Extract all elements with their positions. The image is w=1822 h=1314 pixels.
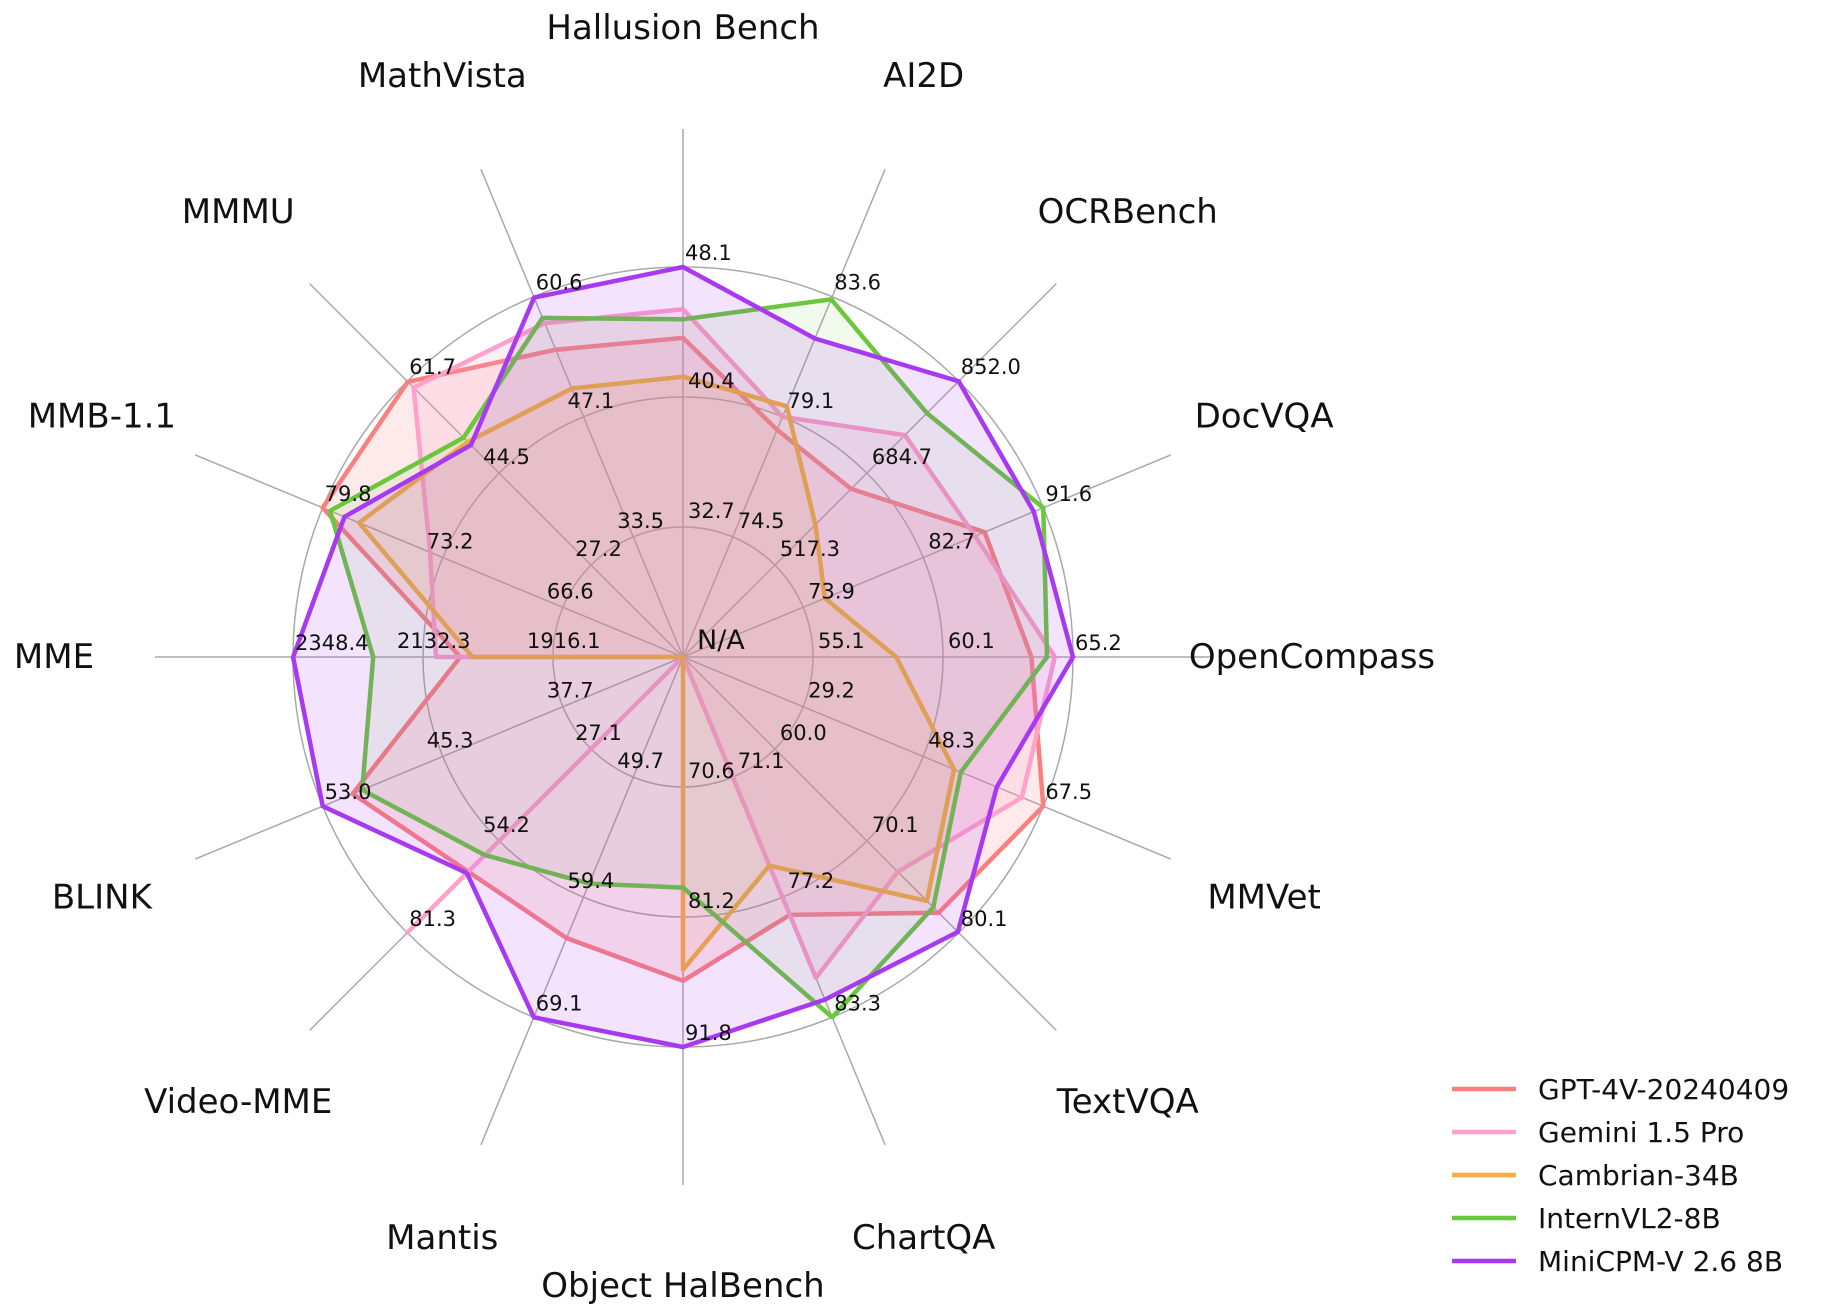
ring-label-hallusion-bench-2: 40.4: [688, 369, 735, 393]
axis-title-mme: MME: [14, 637, 94, 677]
outer-label-ai2d: 83.6: [834, 271, 881, 295]
ring-label-object-halbench-1: 70.6: [688, 759, 735, 783]
axis-spoke-ai2d: [682, 168, 886, 658]
axis-title-mmmu: MMMU: [182, 192, 295, 232]
axis-title-ai2d: AI2D: [883, 56, 964, 96]
ring-label-mmmu-2: 44.5: [483, 445, 530, 469]
axis-title-textvqa: TextVQA: [1056, 1082, 1199, 1122]
ring-label-mathvista-2: 47.1: [568, 389, 615, 413]
axis-title-ocrbench: OCRBench: [1038, 192, 1218, 232]
ring-label-docvqa-2: 82.7: [928, 530, 975, 554]
axis-title-mathvista: MathVista: [358, 56, 527, 96]
outer-label-blink: 53.0: [325, 780, 372, 804]
ring-label-opencompass-2: 60.1: [948, 629, 995, 653]
ring-label-docvqa-1: 73.9: [808, 579, 855, 603]
ring-label-mmb-1-1-2: 73.2: [427, 530, 474, 554]
axis-title-hallusion-bench: Hallusion Bench: [546, 8, 819, 48]
value-labels: 32.7 40.4 48.1 74.5 79.1 83.6 517.3 684.7 852.0 7…: [295, 241, 1122, 1045]
ring-label-ocrbench-1: 517.3: [780, 537, 840, 561]
ring-label-video-mme-1: 27.1: [575, 721, 622, 745]
axis-spoke-docvqa: [682, 454, 1172, 658]
axis-title-chartqa: ChartQA: [852, 1218, 995, 1258]
ring-label-ocrbench-2: 684.7: [872, 445, 932, 469]
series-polygon-internvl2-8b: [327, 297, 1050, 1020]
ring-label-video-mme-2: 54.2: [483, 813, 530, 837]
axis-title-video-mme: Video-MME: [144, 1082, 332, 1122]
axis-title-mmvet: MMVet: [1207, 878, 1321, 918]
outer-label-hallusion-bench: 48.1: [685, 241, 732, 265]
legend-label: Gemini 1.5 Pro: [1538, 1116, 1744, 1149]
axis-spoke-mmmu: [309, 283, 684, 658]
axis-title-docvqa: DocVQA: [1195, 396, 1334, 436]
axis-spoke-mmb-1-1: [194, 454, 684, 658]
ring-label-mathvista-1: 33.5: [617, 509, 664, 533]
outer-label-mmb-1-1: 79.8: [325, 482, 372, 506]
ring-label-textvqa-1: 60.0: [780, 721, 827, 745]
center-na-label: N/A: [697, 625, 745, 656]
legend-label: MiniCPM-V 2.6 8B: [1538, 1245, 1783, 1278]
outer-label-mme: 2348.4: [295, 631, 368, 655]
outer-label-mathvista: 60.6: [536, 271, 583, 295]
legend-item-gpt-4v-20240409: GPT-4V-20240409: [1452, 1073, 1789, 1106]
ring-label-chartqa-1: 71.1: [738, 749, 785, 773]
axis-spoke-mmvet: [682, 656, 1172, 860]
outer-label-mmvet: 67.5: [1045, 780, 1092, 804]
outer-label-video-mme: 81.3: [409, 907, 456, 931]
ring-label-mantis-1: 49.7: [617, 749, 664, 773]
ring-label-mmmu-1: 27.2: [575, 537, 622, 561]
ring-label-mme-1: 1916.1: [527, 629, 600, 653]
axis-spoke-textvqa: [682, 656, 1057, 1031]
ring-label-mmvet-1: 29.2: [808, 679, 855, 703]
ring-label-mmvet-2: 48.3: [928, 728, 975, 752]
ring-label-mantis-2: 59.4: [568, 869, 615, 893]
outer-label-docvqa: 91.6: [1045, 482, 1092, 506]
legend-item-internvl2-8b: InternVL2-8B: [1452, 1202, 1721, 1235]
ring-label-textvqa-2: 70.1: [872, 813, 919, 837]
ring-label-blink-1: 37.7: [547, 679, 594, 703]
outer-label-chartqa: 83.3: [834, 991, 881, 1015]
ring-label-opencompass-1: 55.1: [818, 629, 865, 653]
outer-label-opencompass: 65.2: [1075, 631, 1122, 655]
ring-label-mme-2: 2132.3: [397, 629, 470, 653]
axis-title-blink: BLINK: [52, 878, 154, 918]
ring-label-ai2d-1: 74.5: [738, 509, 785, 533]
axis-spoke-ocrbench: [682, 283, 1057, 658]
axis-spoke-blink: [194, 656, 684, 860]
legend-item-cambrian-34b: Cambrian-34B: [1452, 1159, 1739, 1192]
axis-title-mantis: Mantis: [386, 1218, 498, 1258]
legend-label: Cambrian-34B: [1538, 1159, 1739, 1192]
legend-label: InternVL2-8B: [1538, 1202, 1721, 1235]
legend-item-gemini-1-5-pro: Gemini 1.5 Pro: [1452, 1116, 1744, 1149]
outer-label-textvqa: 80.1: [961, 907, 1008, 931]
ring-label-blink-2: 45.3: [427, 728, 474, 752]
series-polygon-gemini-1-5-pro: [404, 306, 1058, 981]
axis-title-object-halbench: Object HalBench: [541, 1266, 824, 1306]
axis-spoke-mathvista: [480, 168, 684, 658]
ring-label-mmb-1-1-1: 66.6: [547, 579, 594, 603]
axis-title-opencompass: OpenCompass: [1189, 637, 1435, 677]
outer-label-mmmu: 61.7: [409, 355, 456, 379]
ring-label-hallusion-bench-1: 32.7: [688, 499, 735, 523]
outer-label-mantis: 69.1: [536, 991, 583, 1015]
series-polygon-minicpm-v-2-6-8b: [290, 264, 1076, 1050]
outer-label-ocrbench: 852.0: [961, 355, 1021, 379]
ring-label-ai2d-2: 79.1: [787, 389, 834, 413]
legend-item-minicpm-v-2-6-8b: MiniCPM-V 2.6 8B: [1452, 1245, 1783, 1278]
ring-label-object-halbench-2: 81.2: [688, 889, 735, 913]
chart-legend: GPT-4V-20240409 Gemini 1.5 Pro Cambrian-34…: [1452, 1073, 1789, 1278]
outer-label-object-halbench: 91.8: [685, 1021, 732, 1045]
axis-title-mmb-1-1: MMB-1.1: [28, 396, 176, 436]
legend-label: GPT-4V-20240409: [1538, 1073, 1789, 1106]
ring-label-chartqa-2: 77.2: [787, 869, 834, 893]
axis-spoke-mantis: [480, 656, 684, 1146]
